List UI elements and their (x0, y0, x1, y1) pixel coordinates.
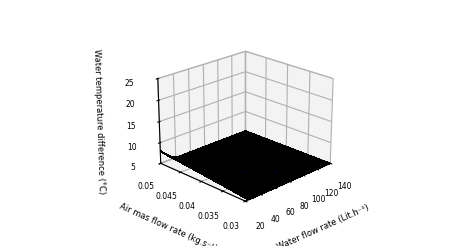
X-axis label: Water flow rate (Lit.h⁻¹): Water flow rate (Lit.h⁻¹) (276, 203, 371, 246)
Y-axis label: Air mas flow rate (kg.s⁻¹): Air mas flow rate (kg.s⁻¹) (118, 201, 218, 246)
